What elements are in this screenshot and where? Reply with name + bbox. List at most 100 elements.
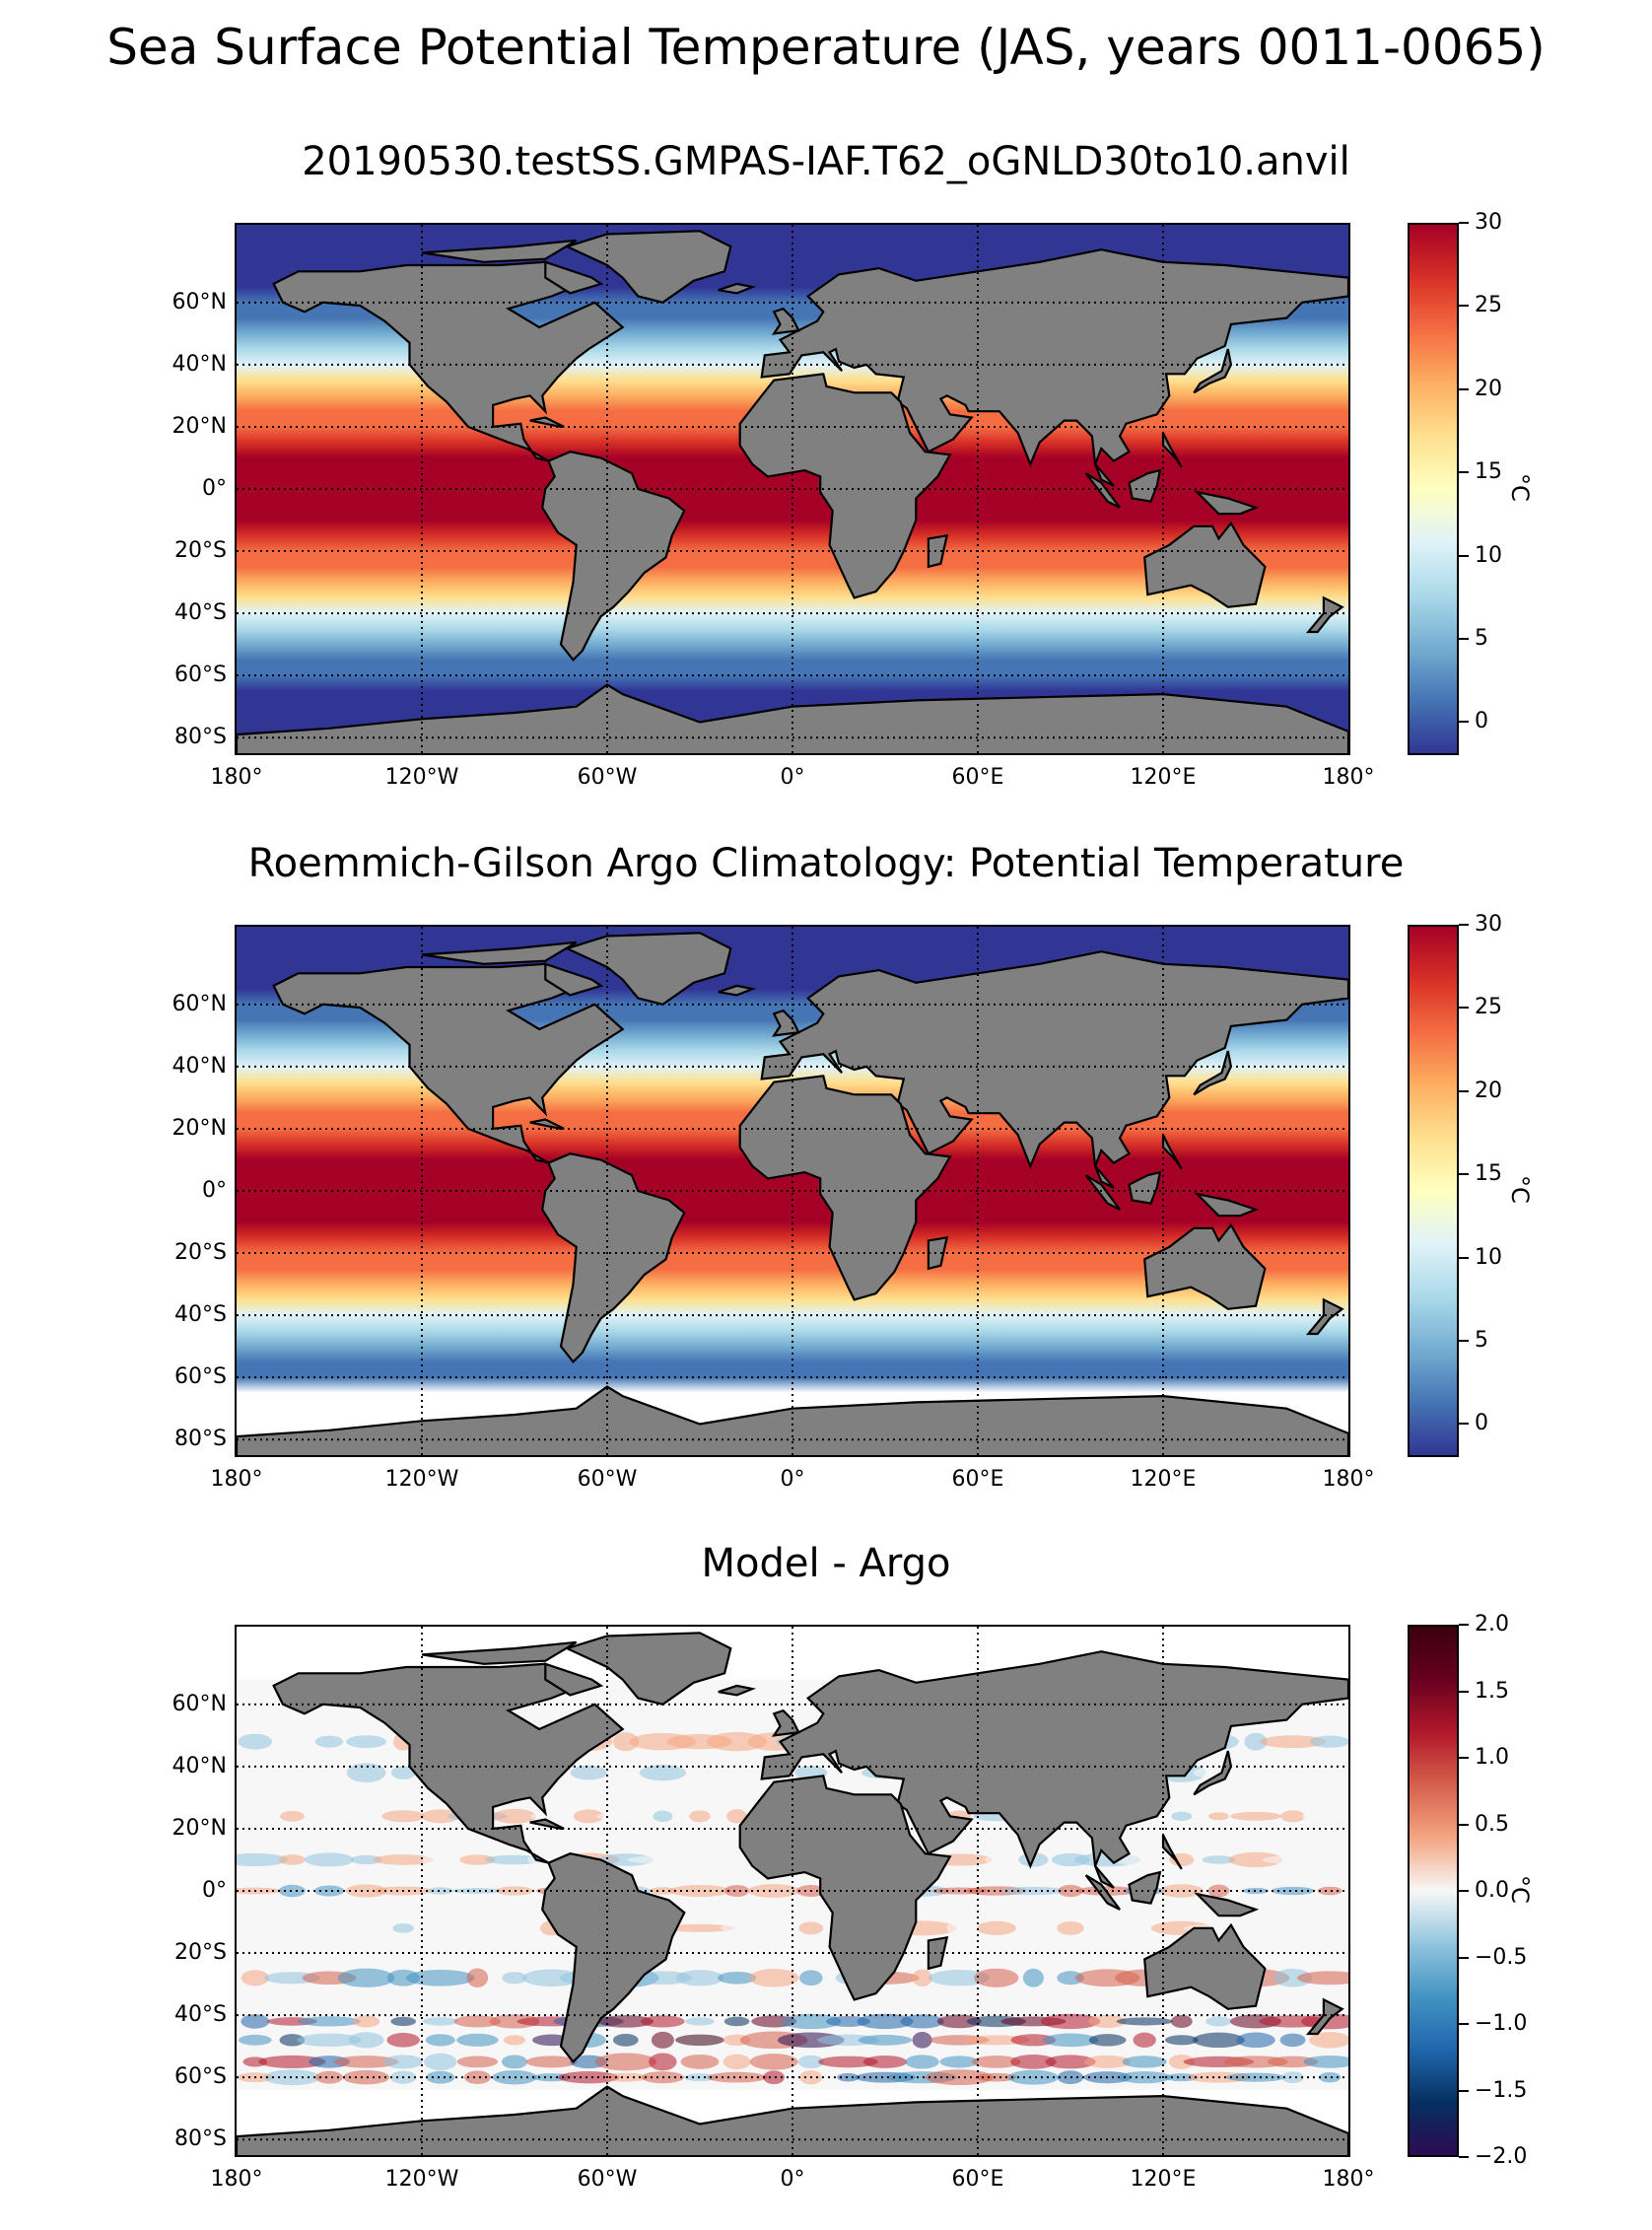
colorbar-tick-label: 30 — [1475, 912, 1502, 937]
latitude-label: 40°S — [174, 2002, 227, 2028]
landmass-borneo — [1128, 1170, 1162, 1205]
latitude-label: 20°N — [172, 413, 227, 439]
landmass-sumatra — [1084, 1174, 1121, 1211]
landmass-newzealand — [1305, 1997, 1344, 2036]
landmass-cuba — [529, 416, 565, 428]
colorbar-tick — [1459, 924, 1469, 926]
colorbar-tick-label: 30 — [1475, 210, 1502, 235]
latitude-label: 80°S — [174, 2126, 227, 2152]
latitude-label: 0° — [202, 476, 227, 501]
landmass-africa — [738, 1075, 952, 1301]
colorbar-tick — [1459, 305, 1469, 308]
longitude-label: 60°E — [951, 2167, 1004, 2192]
landmass-uk — [771, 307, 800, 335]
latitude-label: 40°N — [172, 1753, 227, 1778]
longitude-label: 180° — [210, 2167, 263, 2192]
colorbar-tick-label: 10 — [1475, 542, 1502, 568]
colorbar-tick — [1459, 1007, 1469, 1010]
landmass-southAmerica — [541, 1152, 686, 1364]
longitude-label: 60°W — [577, 765, 638, 790]
landmass-japan — [1193, 348, 1233, 394]
colorbar-tick-label: 0 — [1475, 1411, 1488, 1436]
panel-difference: Model - Argo °C 2.0 1.5 1.0 0.5 0.0 −0.5 −1.0 −… — [0, 1540, 1652, 2230]
latitude-label: 0° — [202, 1178, 227, 1203]
landmass-uk — [771, 1009, 800, 1037]
colorbar-tick — [1459, 554, 1469, 557]
latitude-label: 20°N — [172, 1815, 227, 1841]
colorbar-tick — [1459, 1690, 1469, 1693]
colorbar-tick-label: 10 — [1475, 1244, 1502, 1270]
colorbar-tick — [1459, 1956, 1469, 1959]
colorbar-tick — [1459, 1173, 1469, 1176]
colorbar-tick-label: 0.5 — [1475, 1811, 1509, 1837]
longitude-label: 180° — [1322, 765, 1375, 790]
panel-title: Model - Argo — [701, 1541, 951, 1586]
landmass-iceland — [718, 984, 757, 997]
colorbar-tick — [1459, 471, 1469, 474]
longitude-label: 60°E — [951, 1467, 1004, 1492]
landmass-madagascar — [927, 533, 949, 569]
colorbar-tick-label: −0.5 — [1475, 1944, 1528, 1970]
longitude-label: 0° — [780, 765, 805, 790]
longitude-label: 120°W — [384, 2167, 459, 2192]
landmass-antarctica — [237, 1385, 1348, 1455]
landmass-borneo — [1128, 468, 1162, 503]
latitude-label: 80°S — [174, 1427, 227, 1452]
latitude-label: 60°N — [172, 1691, 227, 1716]
landmass-cuba — [529, 1118, 565, 1130]
colorbar-tick-label: 5 — [1475, 1327, 1488, 1353]
latitude-label: 0° — [202, 1878, 227, 1903]
longitude-label: 60°W — [577, 2167, 638, 2192]
panel-argo: Roemmich-Gilson Argo Climatology: Potent… — [0, 840, 1652, 1530]
colorbar-tick — [1459, 2156, 1469, 2158]
landmass-arcticIslands — [421, 239, 578, 263]
landmass-newzealand — [1305, 1297, 1344, 1336]
colorbar-tick-label: 2.0 — [1475, 1612, 1509, 1637]
landmass-southAmerica — [541, 1852, 686, 2064]
colorbar-tick — [1459, 1423, 1469, 1426]
landmass-africa — [738, 1775, 952, 2001]
landmass-antarctica — [237, 683, 1348, 753]
landmass-australia — [1143, 521, 1267, 608]
landmass-africa — [738, 373, 952, 599]
longitude-label: 120°E — [1130, 765, 1197, 790]
latitude-label: 60°S — [174, 1364, 227, 1390]
colorbar-tick-label: −2.0 — [1475, 2144, 1528, 2169]
colorbar-difference — [1408, 1625, 1459, 2157]
latitude-label: 60°S — [174, 662, 227, 688]
landmass-philippines — [1161, 1134, 1183, 1170]
colorbar-tick-label: 20 — [1475, 376, 1502, 401]
colorbar-tick-label: 15 — [1475, 1161, 1502, 1187]
colorbar-label: °C — [1506, 1175, 1534, 1204]
latitude-label: 20°N — [172, 1115, 227, 1141]
landmass-southAmerica — [541, 451, 686, 662]
colorbar-tick-label: −1.0 — [1475, 2011, 1528, 2036]
latitude-label: 60°S — [174, 2064, 227, 2090]
colorbar-tick-label: 25 — [1475, 293, 1502, 318]
colorbar-tick — [1459, 1757, 1469, 1759]
landmass-newguinea — [1194, 490, 1260, 516]
colorbar-tick — [1459, 637, 1469, 640]
landmass-iceland — [718, 282, 757, 295]
landmass-australia — [1143, 1222, 1267, 1310]
landmass-arcticIslands — [421, 941, 578, 965]
colorbar-tick — [1459, 1256, 1469, 1259]
landmass-sumatra — [1084, 472, 1121, 509]
longitude-label: 120°E — [1130, 1467, 1197, 1492]
colorbar-tick — [1459, 1890, 1469, 1892]
landmass-eurasia — [760, 1650, 1348, 1889]
colorbar-tick — [1459, 721, 1469, 724]
landmass-eurasia — [760, 950, 1348, 1189]
colorbar-tick-label: 1.5 — [1475, 1678, 1509, 1704]
latitude-label: 20°S — [174, 1940, 227, 1966]
colorbar-tick-label: 15 — [1475, 459, 1502, 485]
longitude-label: 180° — [1322, 1467, 1375, 1492]
landmass-newguinea — [1194, 1192, 1260, 1218]
landmass-baffin — [544, 260, 604, 295]
colorbar-tick-label: 1.0 — [1475, 1745, 1509, 1770]
colorbar-tick-label: −1.5 — [1475, 2077, 1528, 2103]
latitude-label: 40°N — [172, 1053, 227, 1079]
landmass-australia — [1143, 1922, 1267, 2010]
colorbar-label: °C — [1506, 473, 1534, 502]
latitude-label: 20°S — [174, 1240, 227, 1266]
